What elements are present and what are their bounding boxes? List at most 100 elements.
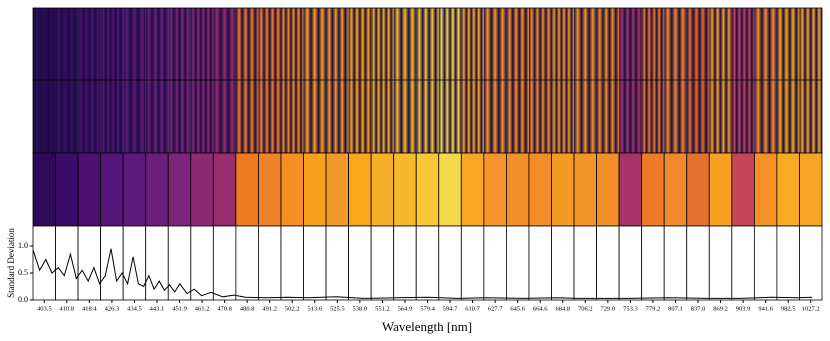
- x-tick-label: 645.6: [510, 305, 525, 312]
- heatmap-column: [619, 8, 642, 153]
- x-tick-label: 1027.2: [802, 305, 820, 312]
- plot-cell: [77, 225, 102, 301]
- x-tick-label: 502.2: [285, 305, 300, 312]
- plot-cell: [100, 225, 124, 301]
- heatmap-column: [506, 8, 529, 153]
- band-cell: [799, 152, 823, 227]
- heatmap-column: [528, 8, 552, 153]
- heatmap-column: [280, 8, 304, 153]
- band-cell: [438, 152, 462, 227]
- heatmap-column: [574, 8, 597, 153]
- band-cell: [370, 152, 395, 227]
- x-tick-label: 729.0: [601, 305, 616, 312]
- band-cell: [32, 152, 56, 227]
- plot-cell: [596, 225, 620, 301]
- plot-cell: [663, 225, 688, 301]
- x-axis-label: Wavelength [nm]: [382, 319, 472, 334]
- x-tick-label: 753.3: [623, 305, 638, 312]
- heatmap-column: [641, 8, 665, 153]
- x-tick-label: 869.2: [713, 305, 728, 312]
- mean-band: [32, 152, 823, 227]
- heatmap-column: [709, 8, 732, 153]
- band-cell: [303, 152, 327, 227]
- x-tick-label: 418.4: [82, 305, 97, 312]
- y-tick-label: 0.0: [18, 295, 28, 304]
- plot-cell: [483, 225, 507, 301]
- heatmap-column: [33, 8, 56, 153]
- heatmap-column: [393, 8, 417, 153]
- band-cell: [460, 152, 485, 227]
- heatmap-column: [371, 8, 394, 153]
- x-tick-label: 594.7: [443, 305, 458, 312]
- heatmap-column: [483, 8, 507, 153]
- x-tick-label: 610.7: [465, 305, 480, 312]
- x-tick-label: 903.9: [736, 305, 751, 312]
- heatmap-column: [55, 8, 79, 153]
- plot-cell: [528, 225, 552, 301]
- x-tick-label: 451.9: [172, 305, 187, 312]
- band-cell: [280, 152, 304, 227]
- plot-cell: [415, 225, 440, 301]
- band-cell: [258, 152, 282, 227]
- heatmap-column: [213, 8, 236, 153]
- x-tick-label: 470.8: [217, 305, 232, 312]
- y-tick-label: 0.5: [18, 268, 28, 277]
- heatmap-column: [258, 8, 281, 153]
- plot-cell: [460, 225, 485, 301]
- x-tick-label: 426.3: [105, 305, 120, 312]
- heatmap-column: [416, 8, 439, 153]
- plot-cell: [618, 225, 643, 301]
- x-tick-label: 941.6: [758, 305, 773, 312]
- band-cell: [776, 152, 800, 227]
- std-line: [33, 248, 813, 299]
- std-plot: [30, 225, 823, 303]
- plot-cell: [708, 225, 733, 301]
- plot-cell: [370, 225, 395, 301]
- plot-cell: [145, 225, 169, 301]
- plot-cell: [348, 225, 372, 301]
- heatmap-column: [664, 8, 687, 153]
- plot-cell: [505, 225, 530, 301]
- heatmap-column: [776, 8, 800, 153]
- x-tick-label: 513.6: [307, 305, 322, 312]
- band-cell: [212, 152, 237, 227]
- x-tick-label: 779.2: [646, 305, 661, 312]
- plot-cell: [731, 225, 755, 301]
- plot-cell: [753, 225, 778, 301]
- band-cell: [393, 152, 417, 227]
- heatmap-column: [326, 8, 349, 153]
- band-cell: [596, 152, 620, 227]
- heatmap: [32, 7, 823, 154]
- x-tick-label: 982.5: [781, 305, 796, 312]
- heatmap-column: [731, 8, 755, 153]
- band-cell: [483, 152, 507, 227]
- band-cell: [122, 152, 147, 227]
- heatmap-column: [303, 8, 327, 153]
- plot-cell: [55, 225, 79, 301]
- x-tick-label: 579.4: [420, 305, 435, 312]
- heatmap-column: [145, 8, 169, 153]
- x-tick-label: 684.8: [555, 305, 570, 312]
- band-cell: [528, 152, 552, 227]
- x-tick-label: 664.6: [533, 305, 548, 312]
- y-tick-label: 1.0: [18, 241, 28, 250]
- plot-cell: [393, 225, 417, 301]
- x-tick-label: 410.8: [60, 305, 75, 312]
- band-cell: [641, 152, 665, 227]
- heatmap-column: [686, 8, 710, 153]
- x-tick-label: 525.5: [330, 305, 345, 312]
- plot-cell: [303, 225, 327, 301]
- band-cell: [731, 152, 755, 227]
- x-tick-label: 480.8: [240, 305, 255, 312]
- band-cell: [618, 152, 643, 227]
- x-tick-label: 551.2: [375, 305, 390, 312]
- x-tick-label: 491.2: [262, 305, 277, 312]
- band-cell: [663, 152, 688, 227]
- x-tick-label: 538.0: [353, 305, 368, 312]
- plot-cell: [551, 225, 575, 301]
- plot-cell: [325, 225, 349, 301]
- plot-cell: [212, 225, 237, 301]
- band-cell: [55, 152, 79, 227]
- plot-cell: [686, 225, 710, 301]
- heatmap-column: [78, 8, 101, 153]
